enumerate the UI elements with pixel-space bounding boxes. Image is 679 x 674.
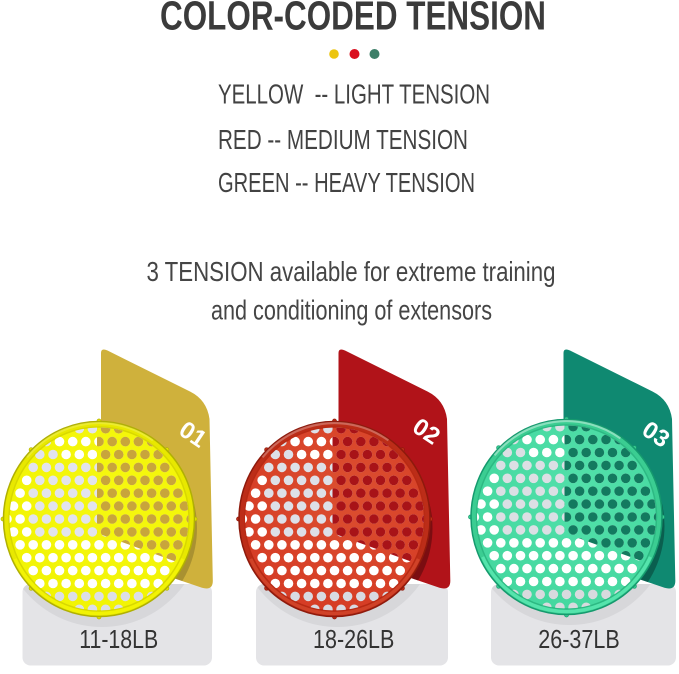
svg-text:RED -- MEDIUM TENSION: RED -- MEDIUM TENSION — [218, 124, 468, 155]
svg-text:GREEN -- HEAVY TENSION: GREEN -- HEAVY TENSION — [218, 167, 475, 198]
svg-text:11-18LB: 11-18LB — [79, 624, 158, 654]
svg-text:3 TENSION available for extrem: 3 TENSION available for extreme training — [147, 256, 556, 287]
svg-text:18-26LB: 18-26LB — [313, 624, 394, 654]
svg-text:COLOR-CODED TENSION: COLOR-CODED TENSION — [160, 0, 546, 39]
svg-text:and conditioning of extensors: and conditioning of extensors — [211, 295, 492, 326]
svg-text:26-37LB: 26-37LB — [538, 624, 619, 654]
svg-text:YELLOW -- LIGHT TENSION: YELLOW -- LIGHT TENSION — [218, 79, 490, 110]
